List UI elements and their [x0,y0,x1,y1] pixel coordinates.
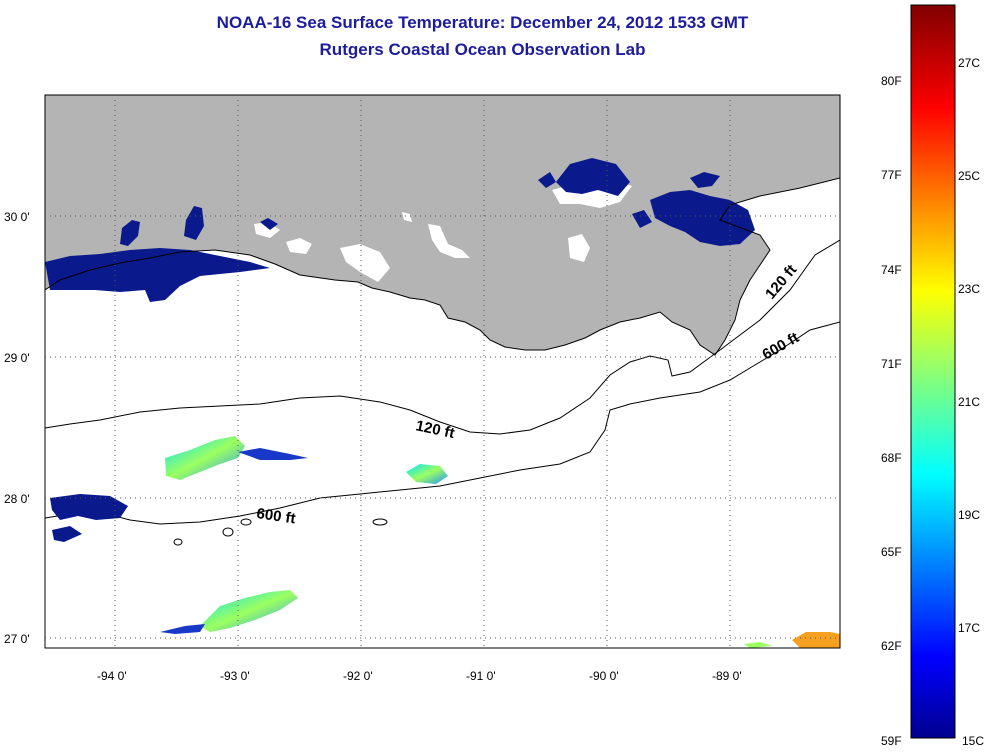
lat-label: 28 0' [4,492,30,506]
colorbar-f-label: 59F [881,734,902,748]
contour-600ft [45,321,840,525]
sst-warm-patch [792,632,840,648]
cloud-patch [340,244,390,282]
map-title: NOAA-16 Sea Surface Temperature: Decembe… [216,13,749,32]
sst-cold-patch [50,494,128,520]
sst-cold-patch [538,172,556,188]
colorbar-c-label: 21C [958,395,980,409]
sst-cold-patch [632,210,652,228]
colorbar-f-label: 80F [881,74,902,88]
contour-120ft [45,239,840,435]
colorbar [910,4,956,739]
lon-label: -94 0' [97,669,127,683]
lon-label: -92 0' [343,669,373,683]
sst-cold-patch [160,624,205,634]
colorbar-f-label: 74F [881,263,902,277]
lat-label: 29 0' [4,351,30,365]
cloud-patch [286,238,312,254]
cloud-patch [402,212,412,222]
sst-warm-patch [165,436,245,480]
colorbar-f-label: 65F [881,545,902,559]
sst-cold-patch [45,248,270,302]
lat-label: 30 0' [4,210,30,224]
sst-cold-patch [238,448,308,460]
colorbar-c-label: 25C [958,169,980,183]
lon-label: -91 0' [466,669,496,683]
sst-cold-patch [690,172,720,188]
sst-cold-patch [260,218,278,230]
lon-label: -89 0' [712,669,742,683]
sst-warm-patch [200,590,298,632]
colorbar-f-label: 62F [881,639,902,653]
cloud-patch [568,234,590,262]
lon-label: -90 0' [589,669,619,683]
colorbar-f-label: 68F [881,451,902,465]
sst-cold-patch [52,526,82,542]
colorbar-f-label: 77F [881,168,902,182]
map-subtitle: Rutgers Coastal Ocean Observation Lab [319,40,646,59]
sst-cold-patch [184,206,204,240]
lon-label: -93 0' [220,669,250,683]
colorbar-c-label: 27C [958,56,980,70]
sst-cold-patch [120,220,140,246]
land-mass [45,95,840,355]
colorbar-c-label: 15C [962,734,984,748]
colorbar-c-label: 23C [958,282,980,296]
sst-warm-patch [406,464,448,484]
contour-label: 600 ft [255,505,296,527]
sst-cold-patch [650,190,755,246]
colorbar-f-label: 71F [881,357,902,371]
cloud-patch [428,224,470,258]
colorbar-c-label: 17C [958,621,980,635]
sst-cold-patch [556,158,630,196]
lat-label: 27 0' [4,632,30,646]
sst-warm-patch [744,642,772,648]
colorbar-c-label: 19C [958,508,980,522]
